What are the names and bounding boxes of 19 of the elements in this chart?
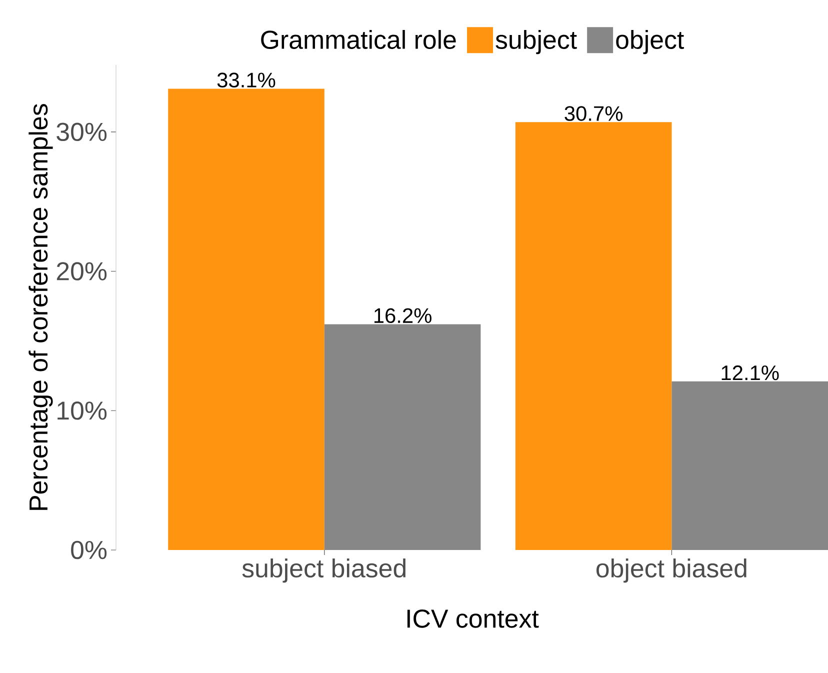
legend-title: Grammatical role bbox=[261, 30, 456, 49]
x-axis-title: ICV context bbox=[407, 609, 539, 628]
x-tick-label: object biased bbox=[596, 558, 746, 583]
legend-label: object bbox=[616, 30, 684, 54]
bar bbox=[168, 88, 324, 550]
y-tick-label: 10% bbox=[58, 401, 107, 420]
data-label: 16.2% bbox=[374, 308, 432, 324]
y-tick-label: 20% bbox=[56, 262, 107, 280]
legend-label: subject bbox=[496, 30, 577, 54]
data-label: 12.1% bbox=[722, 365, 779, 380]
y-tick-label: 0% bbox=[71, 540, 107, 560]
data-label: 33.1% bbox=[217, 72, 276, 88]
bar bbox=[672, 381, 828, 550]
x-tick-label: subject biased bbox=[242, 558, 406, 583]
y-tick-label: 30% bbox=[56, 122, 107, 142]
bar bbox=[515, 122, 672, 550]
y-axis-title: Percentage of coreference samples bbox=[28, 104, 53, 510]
data-label: 30.7% bbox=[564, 106, 622, 121]
bar bbox=[324, 324, 481, 550]
